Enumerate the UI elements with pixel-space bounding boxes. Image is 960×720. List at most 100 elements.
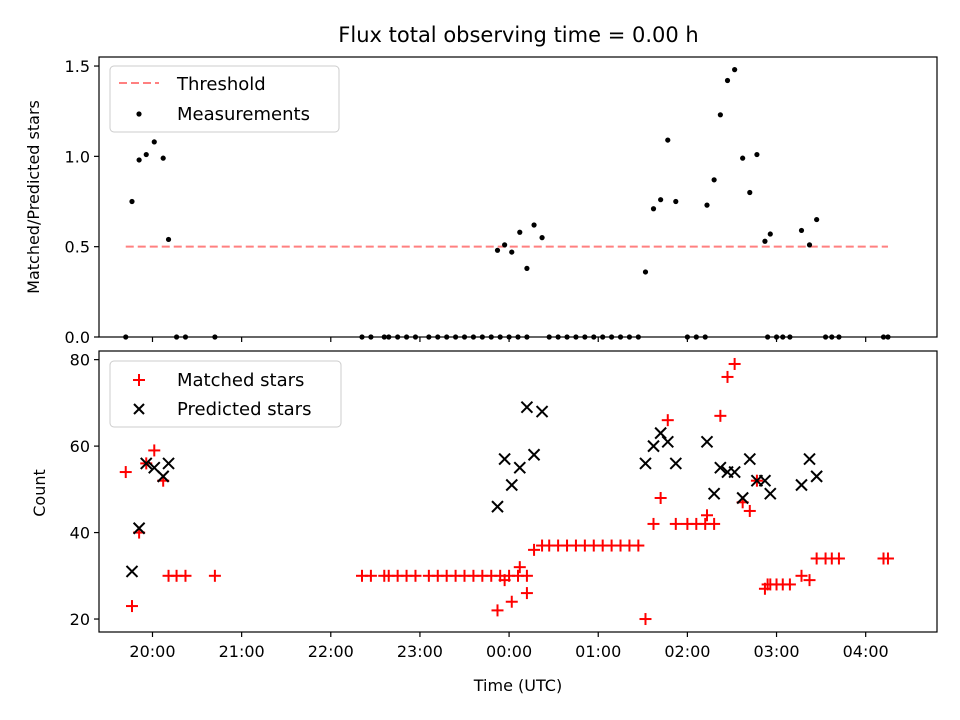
legend-threshold-label: Threshold bbox=[176, 74, 266, 95]
matched-point bbox=[654, 491, 667, 504]
matched-point bbox=[125, 600, 138, 613]
top-x-ticks bbox=[151, 337, 867, 342]
matched-point bbox=[409, 569, 422, 582]
measurement-point bbox=[762, 238, 768, 244]
predicted-point bbox=[527, 448, 541, 461]
predicted-point bbox=[491, 500, 504, 513]
legend-predicted-swatch bbox=[133, 403, 145, 415]
matched-point bbox=[661, 414, 674, 427]
x-tick-label: 04:00 bbox=[843, 642, 889, 661]
bottom-y-axis: 20 40 60 80 bbox=[70, 351, 99, 629]
bottom-y-tick-label: 80 bbox=[70, 351, 90, 370]
measurement-point bbox=[143, 151, 149, 158]
top-y-tick-label: 1.0 bbox=[65, 147, 90, 166]
matched-point bbox=[795, 569, 808, 582]
measurement-point bbox=[740, 155, 746, 161]
bottom-legend: Matched stars Predicted stars bbox=[109, 360, 342, 428]
top-legend: Threshold Measurements bbox=[109, 65, 340, 133]
predicted-point bbox=[803, 452, 816, 466]
bottom-x-axis: 20:00 21:00 22:00 23:00 00:00 01:00 02:00 03:00… bbox=[129, 632, 889, 661]
predicted-point bbox=[810, 470, 823, 483]
measurement-point bbox=[494, 247, 501, 253]
predicted-point bbox=[700, 435, 714, 448]
x-tick-label: 22:00 bbox=[308, 642, 354, 661]
measurement-point bbox=[517, 229, 523, 235]
matched-point bbox=[520, 587, 533, 600]
predicted-point bbox=[764, 487, 777, 500]
bottom-plot-frame bbox=[98, 350, 938, 633]
matched-point bbox=[498, 574, 511, 587]
matched-series-group bbox=[119, 357, 894, 626]
matched-point bbox=[832, 552, 845, 565]
x-tick-label: 20:00 bbox=[129, 642, 175, 661]
measurement-point bbox=[724, 77, 731, 84]
matched-point bbox=[728, 357, 741, 370]
bottom-y-axis-label: Count bbox=[30, 469, 49, 517]
measurement-point bbox=[531, 222, 537, 228]
predicted-point bbox=[795, 478, 808, 492]
measurement-point bbox=[673, 198, 679, 205]
matched-point bbox=[208, 569, 221, 582]
measurement-point bbox=[642, 269, 649, 275]
bottom-y-tick-label: 20 bbox=[70, 610, 90, 629]
measurement-point bbox=[502, 242, 508, 248]
matched-point bbox=[700, 509, 713, 522]
legend-predicted-label: Predicted stars bbox=[177, 399, 311, 420]
matched-point bbox=[148, 444, 161, 457]
matched-point bbox=[708, 517, 721, 530]
measurement-point bbox=[658, 197, 664, 203]
matched-point bbox=[881, 552, 894, 565]
top-panel: 0.0 0.5 1.0 1.5 Matched/Predicted stars Thr… bbox=[24, 56, 938, 347]
bottom-y-tick-label: 40 bbox=[70, 524, 90, 543]
predicted-point bbox=[743, 452, 756, 466]
measurement-point bbox=[704, 202, 710, 208]
predicted-point bbox=[125, 565, 139, 578]
predicted-point bbox=[758, 474, 772, 487]
measurement-point bbox=[747, 189, 753, 196]
bottom-y-tick-label: 60 bbox=[70, 437, 90, 456]
predicted-point bbox=[520, 400, 534, 414]
top-y-axis-label: Matched/Predicted stars bbox=[24, 100, 43, 294]
measurement-point bbox=[539, 235, 545, 241]
measurement-point bbox=[814, 216, 820, 223]
measurement-point bbox=[717, 112, 723, 118]
top-y-tick-label: 1.5 bbox=[65, 57, 90, 76]
x-tick-label: 01:00 bbox=[575, 642, 621, 661]
top-y-tick-label: 0.5 bbox=[65, 238, 90, 257]
predicted-point bbox=[654, 426, 667, 440]
matched-point bbox=[669, 517, 682, 530]
top-legend-box bbox=[109, 65, 340, 133]
predicted-point bbox=[707, 487, 721, 500]
matched-point bbox=[783, 578, 796, 591]
measurement-point bbox=[711, 177, 717, 183]
measurement-point bbox=[665, 137, 671, 143]
predicted-point bbox=[714, 461, 727, 474]
top-plot-frame bbox=[98, 56, 938, 338]
matched-point bbox=[721, 370, 734, 383]
predicted-point bbox=[661, 435, 674, 448]
matched-point bbox=[119, 466, 132, 479]
predicted-point bbox=[162, 457, 175, 470]
x-tick-label: 03:00 bbox=[753, 642, 799, 661]
bottom-panel: 20 40 60 80 20:00 21:00 22:00 23:00 00:00 01:00 0… bbox=[30, 350, 938, 695]
measurement-point bbox=[767, 231, 773, 237]
matched-point bbox=[647, 517, 660, 530]
x-tick-label: 02:00 bbox=[664, 642, 710, 661]
matched-point bbox=[505, 595, 518, 608]
matched-point bbox=[513, 561, 526, 574]
matched-point bbox=[179, 569, 192, 582]
predicted-point bbox=[736, 491, 749, 505]
measurement-point bbox=[798, 227, 805, 234]
predicted-point bbox=[535, 405, 549, 418]
x-tick-label: 23:00 bbox=[397, 642, 443, 661]
matched-point bbox=[803, 574, 816, 587]
measurement-point bbox=[754, 151, 760, 158]
matched-point bbox=[491, 604, 504, 617]
x-tick-label: 00:00 bbox=[486, 642, 532, 661]
legend-matched-swatch bbox=[133, 374, 145, 386]
x-tick-label: 21:00 bbox=[219, 642, 265, 661]
legend-measurements-swatch bbox=[136, 111, 142, 117]
measurement-point bbox=[509, 249, 515, 255]
chart-title: Flux total observing time = 0.00 h bbox=[338, 23, 698, 47]
